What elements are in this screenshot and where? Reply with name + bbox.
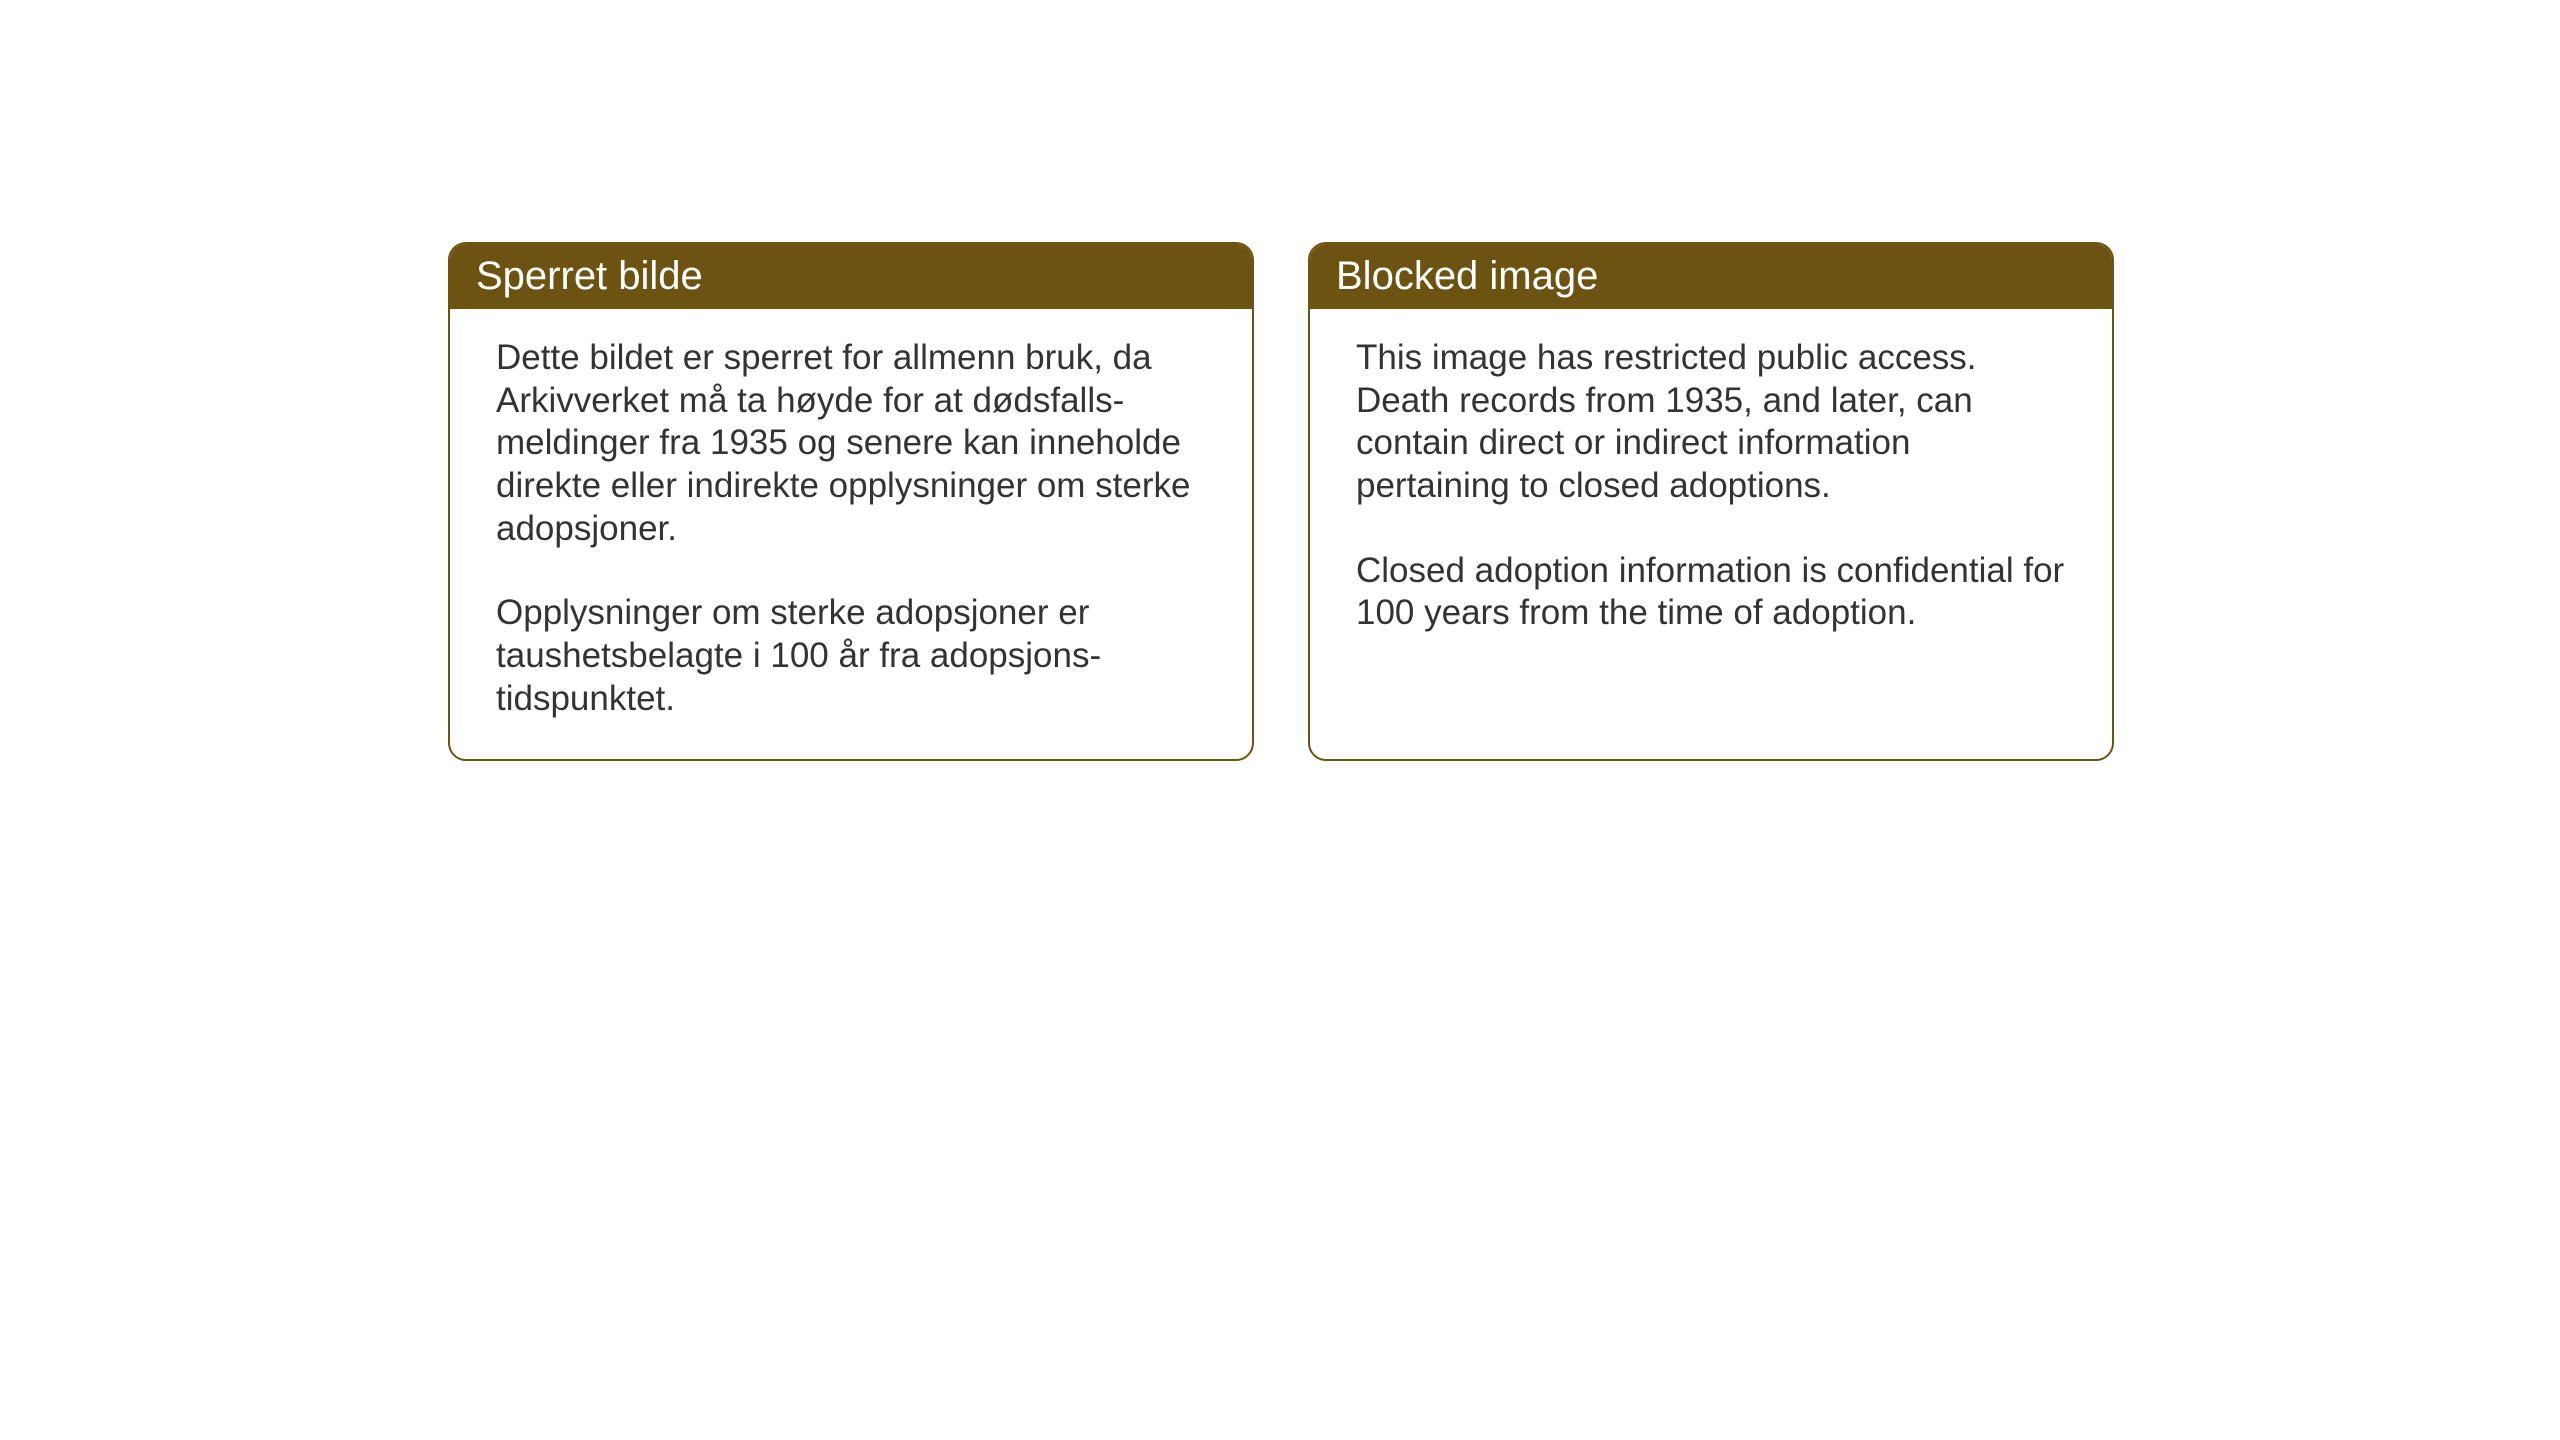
notice-container: Sperret bilde Dette bildet er sperret fo… [448,242,2114,761]
norwegian-notice-card: Sperret bilde Dette bildet er sperret fo… [448,242,1254,761]
english-card-body: This image has restricted public access.… [1310,309,2112,673]
norwegian-paragraph-2: Opplysninger om sterke adopsjoner er tau… [496,592,1206,720]
norwegian-card-title: Sperret bilde [450,244,1252,309]
english-notice-card: Blocked image This image has restricted … [1308,242,2114,761]
english-card-title: Blocked image [1310,244,2112,309]
norwegian-card-body: Dette bildet er sperret for allmenn bruk… [450,309,1252,759]
english-paragraph-2: Closed adoption information is confident… [1356,550,2066,635]
english-paragraph-1: This image has restricted public access.… [1356,337,2066,508]
norwegian-paragraph-1: Dette bildet er sperret for allmenn bruk… [496,337,1206,550]
